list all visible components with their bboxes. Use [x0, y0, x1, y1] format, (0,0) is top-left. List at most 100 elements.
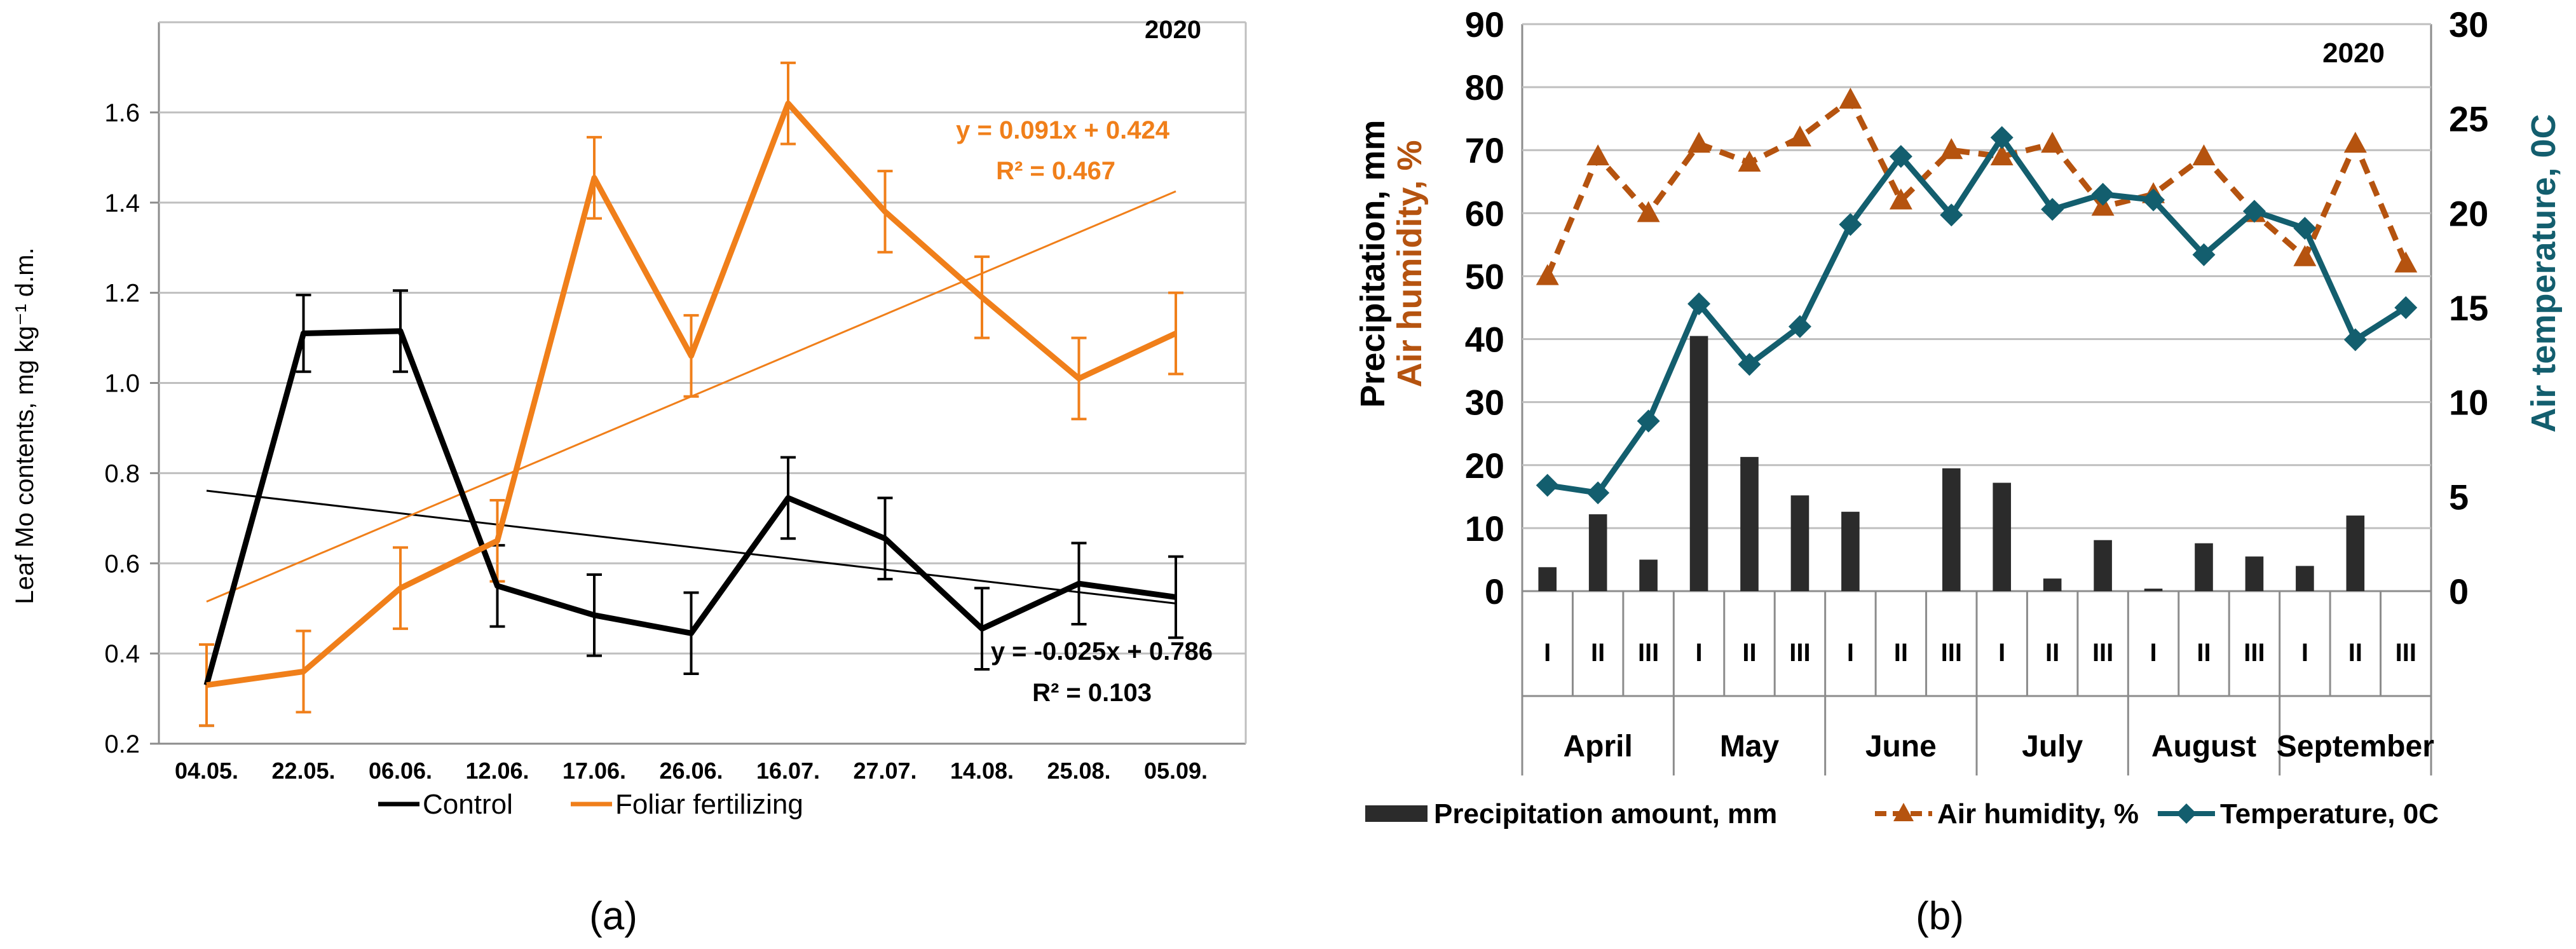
precipitation-bar-16	[2296, 566, 2314, 591]
legend-label-precipitation: Precipitation amount, mm	[1434, 798, 1777, 830]
chart-b-right-tick-label-0: 0	[2449, 571, 2469, 611]
chart-b-right-tick-label-30: 30	[2449, 4, 2488, 44]
humidity-marker-5	[1738, 151, 1761, 172]
humidity-marker-2	[1586, 144, 1610, 166]
chart-b-right-tick-labels: 0 5 10 15 20 25 30	[2449, 4, 2488, 611]
chart-b-right-tick-label-20: 20	[2449, 193, 2488, 233]
chart-b-left-tick-labels: 0 10 20 30 40 50 60 70 80 90	[1465, 4, 1504, 611]
chart-a-y-tick-label-0-6: 0.6	[104, 550, 140, 578]
trendline-control	[206, 489, 1176, 604]
chart-a-y-axis-label: Leaf Mo contents, mg kg⁻¹ d.m.	[11, 247, 39, 604]
trendline-foliar-r2: R² = 0.467	[996, 157, 1115, 185]
chart-b-decade-label-17: II	[2348, 639, 2362, 667]
chart-b-decade-label-12: III	[2092, 639, 2113, 667]
chart-a-x-tick-labels: 04.05. 22.05. 06.06. 12.06. 17.06. 26.06. 16.0…	[175, 758, 1208, 784]
chart-b-month-label-july: July	[2022, 730, 2083, 763]
chart-a-x-tick-label-2: 22.05.	[271, 758, 335, 784]
chart-b-precipitation-bars	[1538, 336, 2365, 591]
humidity-marker-1	[1536, 264, 1559, 285]
humidity-marker-4	[1687, 132, 1711, 153]
chart-a-y-tick-label-1-0: 1.0	[104, 370, 140, 398]
chart-b-right-tick-label-15: 15	[2449, 288, 2488, 328]
chart-a-gridlines	[150, 21, 1247, 745]
chart-b-decade-label-4: I	[1695, 639, 1702, 667]
chart-b-month-label-april: April	[1563, 730, 1632, 763]
trendline-foliar-equation: y = 0.091x + 0.424	[956, 116, 1170, 144]
temperature-marker-14	[2192, 243, 2216, 266]
temperature-marker-4	[1687, 292, 1711, 316]
precipitation-bar-10	[1993, 482, 2012, 591]
chart-a-series-lines	[203, 100, 1177, 688]
humidity-marker-17	[2343, 132, 2367, 153]
chart-b-decade-label-7: I	[1847, 639, 1854, 667]
chart-a-y-tick-label-1-2: 1.2	[104, 280, 140, 308]
chart-b-y-axis-label-humidity: Air humidity, %	[1391, 140, 1429, 387]
chart-a-x-tick-label-3: 06.06.	[369, 758, 432, 784]
panel-label-a: (a)	[589, 894, 637, 938]
temperature-marker-15	[2242, 200, 2266, 223]
humidity-marker-14	[2192, 144, 2216, 166]
chart-a-y-tick-label-1-4: 1.4	[104, 189, 140, 217]
legend-marker-humidity	[1893, 803, 1914, 821]
precipitation-bar-9	[1942, 468, 1961, 591]
temperature-marker-2	[1586, 481, 1610, 505]
humidity-marker-8	[1889, 188, 1912, 210]
chart-a-x-tick-label-1: 04.05.	[175, 758, 238, 784]
chart-b-left-tick-label-70: 70	[1465, 130, 1504, 170]
humidity-marker-6	[1788, 125, 1811, 147]
chart-b-decade-label-3: III	[1638, 639, 1659, 667]
temperature-marker-18	[2394, 296, 2418, 319]
chart-b-left-tick-label-30: 30	[1465, 383, 1504, 423]
humidity-marker-16	[2293, 245, 2317, 266]
legend-label-foliar: Foliar fertilizing	[615, 789, 803, 820]
series-line-control	[203, 328, 1176, 686]
chart-b-right-tick-label-10: 10	[2449, 383, 2488, 423]
series-line-temperature	[1547, 134, 2408, 496]
trendline-control-r2: R² = 0.103	[1032, 679, 1152, 707]
temperature-marker-10	[1990, 126, 2014, 149]
chart-a-x-tick-label-8: 27.07.	[853, 758, 917, 784]
chart-b-month-labels: April May June July August September	[1563, 730, 2434, 763]
chart-b-left-tick-label-0: 0	[1485, 571, 1504, 611]
legend-label-control: Control	[423, 789, 513, 820]
precipitation-bar-2	[1588, 514, 1607, 591]
chart-a-y-tick-label-0-4: 0.4	[104, 640, 140, 668]
temperature-marker-13	[2142, 188, 2165, 212]
precipitation-bar-15	[2245, 556, 2264, 591]
chart-b-month-label-may: May	[1720, 730, 1780, 763]
chart-b-month-label-august: August	[2151, 730, 2256, 763]
chart-b-decade-label-6: III	[1789, 639, 1810, 667]
precipitation-bar-5	[1740, 456, 1759, 591]
temperature-marker-9	[1940, 203, 1963, 227]
precipitation-bar-3	[1639, 559, 1658, 591]
chart-b-month-label-september: September	[2277, 730, 2434, 763]
precipitation-bar-14	[2195, 543, 2213, 591]
legend-label-temperature: Temperature, 0C	[2220, 798, 2439, 830]
chart-a-legend: Control Foliar fertilizing	[378, 789, 803, 820]
humidity-marker-11	[2041, 132, 2064, 153]
chart-b-series-lines	[1536, 87, 2418, 505]
precipitation-bar-7	[1841, 512, 1860, 591]
chart-b-left-tick-label-10: 10	[1465, 509, 1504, 549]
temperature-marker-7	[1839, 213, 1862, 236]
chart-b-gridlines	[1522, 23, 2431, 529]
chart-b-decade-label-8: II	[1894, 639, 1908, 667]
temperature-marker-6	[1788, 315, 1811, 338]
chart-panel-a: 0.2 0.4 0.6 0.8 1.0 1.2 1.4 1.6 04.05. 22.05. 06.…	[11, 16, 1247, 938]
temperature-marker-16	[2293, 217, 2317, 240]
precipitation-bar-17	[2346, 515, 2365, 591]
chart-b-legend: Precipitation amount, mm Air humidity, %…	[1365, 798, 2439, 830]
humidity-marker-7	[1839, 87, 1862, 109]
chart-b-decade-label-15: III	[2244, 639, 2265, 667]
chart-b-decade-label-14: II	[2197, 639, 2211, 667]
precipitation-bar-6	[1790, 495, 1809, 591]
chart-b-month-label-june: June	[1865, 730, 1937, 763]
chart-a-x-tick-label-4: 12.06.	[465, 758, 529, 784]
chart-a-y-tick-labels: 0.2 0.4 0.6 0.8 1.0 1.2 1.4 1.6	[104, 99, 140, 758]
temperature-marker-8	[1889, 145, 1912, 168]
chart-b-decade-label-2: II	[1591, 639, 1605, 667]
precipitation-bar-12	[2094, 540, 2112, 591]
temperature-marker-17	[2343, 328, 2367, 352]
chart-b-decade-label-10: I	[1998, 639, 2005, 667]
